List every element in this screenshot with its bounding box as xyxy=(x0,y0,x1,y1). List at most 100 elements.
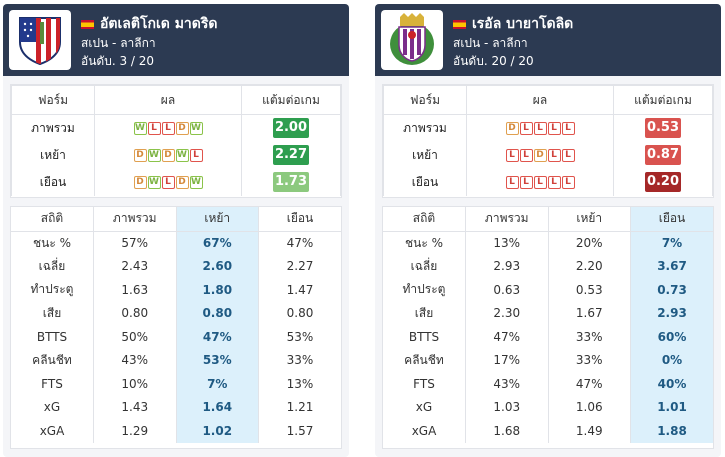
real-valladolid-crest-icon xyxy=(390,13,434,65)
stat-value: 67% xyxy=(176,231,259,255)
stats-header-home: เหย้า xyxy=(548,207,631,232)
stat-label: ชนะ % xyxy=(383,231,466,255)
form-row-label: เหย้า xyxy=(11,141,95,169)
result-pill: D xyxy=(161,149,175,162)
stat-label: BTTS xyxy=(11,325,94,349)
stats-row: xGA 1.29 1.02 1.57 xyxy=(11,419,341,443)
stat-label: ทำประตู xyxy=(11,278,94,302)
result-pill: L xyxy=(147,122,161,136)
stat-value: 2.60 xyxy=(176,254,259,278)
form-row: ภาพรวม W L L D W 2.00 xyxy=(11,114,341,142)
ppg-badge: 2.00 xyxy=(273,118,309,139)
stat-value: 1.29 xyxy=(93,419,177,443)
stats-header-overall: ภาพรวม xyxy=(465,207,549,232)
form-pills: D L L L L xyxy=(505,122,575,136)
form-row-label: เหย้า xyxy=(383,141,467,169)
stats-row: FTS 43% 47% 40% xyxy=(383,372,713,396)
result-pill: L xyxy=(533,122,547,136)
stat-label: คลีนชีท xyxy=(383,348,466,372)
stat-label: BTTS xyxy=(383,325,466,349)
result-pill: L xyxy=(547,149,561,162)
rank-label: อันดับ. 3 / 20 xyxy=(81,54,155,68)
stats-header-away: เยือน xyxy=(258,207,341,232)
spain-flag-icon xyxy=(81,19,94,29)
stat-value: 0.63 xyxy=(465,278,549,302)
ppg-badge: 0.87 xyxy=(645,145,681,165)
result-pill: D xyxy=(133,176,147,189)
result-pill: W xyxy=(147,149,161,162)
form-row: เยือน L L L L L 0.20 xyxy=(383,168,713,196)
stat-value: 1.64 xyxy=(176,395,259,419)
team-name[interactable]: อัตเลติโกเด มาดริด xyxy=(100,16,218,32)
stat-value: 0.73 xyxy=(630,278,713,302)
stat-label: ชนะ % xyxy=(11,231,94,255)
stat-label: ทำประตู xyxy=(383,278,466,302)
stat-value: 47% xyxy=(548,372,631,396)
stats-row: xG 1.43 1.64 1.21 xyxy=(11,395,341,419)
stats-row: ทำประตู 1.63 1.80 1.47 xyxy=(11,278,341,302)
stats-row: เสีย 0.80 0.80 0.80 xyxy=(11,301,341,325)
stat-value: 17% xyxy=(465,348,549,372)
stat-value: 33% xyxy=(548,348,631,372)
stat-value: 7% xyxy=(176,372,259,396)
team-logo[interactable] xyxy=(381,10,443,70)
ppg-badge: 0.53 xyxy=(645,118,681,139)
stats-row: BTTS 47% 33% 60% xyxy=(383,325,713,349)
stat-value: 1.03 xyxy=(465,395,549,419)
stat-label: xG xyxy=(11,395,94,419)
atletico-madrid-crest-icon xyxy=(19,17,61,66)
team-name[interactable]: เรอัล บายาโดลิด xyxy=(472,16,574,32)
form-pills: D W L D W xyxy=(133,176,203,189)
form-row: ภาพรวม D L L L L 0.53 xyxy=(383,114,713,142)
form-row-label: เยือน xyxy=(11,168,95,196)
result-pill: W xyxy=(189,176,203,189)
stats-row: เฉลี่ย 2.93 2.20 3.67 xyxy=(383,254,713,278)
spain-flag-icon xyxy=(453,19,466,29)
form-row: เยือน D W L D W 1.73 xyxy=(11,168,341,196)
form-pills: W L L D W xyxy=(133,122,203,136)
result-pill: L xyxy=(519,149,533,162)
result-pill: W xyxy=(189,122,203,136)
result-pill: D xyxy=(533,149,547,162)
result-pill: L xyxy=(519,122,533,136)
stat-value: 57% xyxy=(93,231,177,255)
result-pill: L xyxy=(561,149,575,162)
league-label: สเปน - ลาลีกา xyxy=(453,36,528,50)
form-row: เหย้า D W D W L 2.27 xyxy=(11,141,341,169)
stats-table: สถิติ ภาพรวม เหย้า เยือน ชนะ % 13% 20% 7% เ… xyxy=(382,206,714,449)
stats-header-away: เยือน xyxy=(630,207,713,232)
stat-value: 10% xyxy=(93,372,177,396)
result-pill: L xyxy=(533,176,547,189)
stats-header-stat: สถิติ xyxy=(383,207,466,232)
stat-value: 2.93 xyxy=(630,301,713,325)
result-pill: D xyxy=(133,149,147,162)
stats-row: ชนะ % 57% 67% 47% xyxy=(11,231,341,255)
result-pill: L xyxy=(547,176,561,189)
stat-value: 1.57 xyxy=(286,423,314,438)
form-header-ppg: แต้มต่อเกม xyxy=(241,85,341,115)
stat-value: 43% xyxy=(465,372,549,396)
stats-header-stat: สถิติ xyxy=(11,207,94,232)
stats-row: เฉลี่ย 2.43 2.60 2.27 xyxy=(11,254,341,278)
stat-value: 2.30 xyxy=(465,301,549,325)
stats-row: ชนะ % 13% 20% 7% xyxy=(383,231,713,255)
form-header-results: ผล xyxy=(94,85,242,115)
stat-value: 50% xyxy=(93,325,177,349)
stat-value: 0.80 xyxy=(176,301,259,325)
stat-value: 0% xyxy=(630,348,713,372)
form-table: ฟอร์ม ผล แต้มต่อเกม ภาพรวม D L L L L 0.5… xyxy=(382,84,714,198)
team-card-atletico: อัตเลติโกเด มาดริด สเปน - ลาลีกา อันดับ.… xyxy=(3,4,349,457)
stats-row: xGA 1.68 1.49 1.88 xyxy=(383,419,713,443)
stats-row: xG 1.03 1.06 1.01 xyxy=(383,395,713,419)
stat-value: 1.01 xyxy=(630,395,713,419)
stat-value: 53% xyxy=(286,329,314,344)
stat-value: 1.63 xyxy=(93,278,177,302)
stats-row: คลีนชีท 43% 53% 33% xyxy=(11,348,341,372)
stat-value: 3.67 xyxy=(630,254,713,278)
stat-label: FTS xyxy=(11,372,94,396)
team-logo[interactable] xyxy=(9,10,71,70)
stats-row: BTTS 50% 47% 53% xyxy=(11,325,341,349)
stat-value: 33% xyxy=(286,353,314,368)
team-header: อัตเลติโกเด มาดริด สเปน - ลาลีกา อันดับ.… xyxy=(3,4,349,76)
stat-label: เสีย xyxy=(11,301,94,325)
